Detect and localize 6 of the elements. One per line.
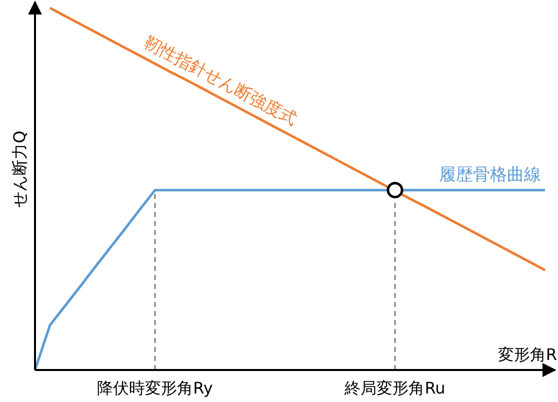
x-tick-label: 降伏時変形角Ry (97, 378, 213, 398)
y-axis-title: せん断力Q (10, 130, 29, 208)
x-axis-title: 変形角R (498, 345, 557, 364)
series-label: 履歴骨格曲線 (439, 165, 541, 186)
text: 靭性指針せん断強度式 (140, 32, 300, 130)
x-tick-label: 終局変形角Ru (344, 378, 446, 398)
